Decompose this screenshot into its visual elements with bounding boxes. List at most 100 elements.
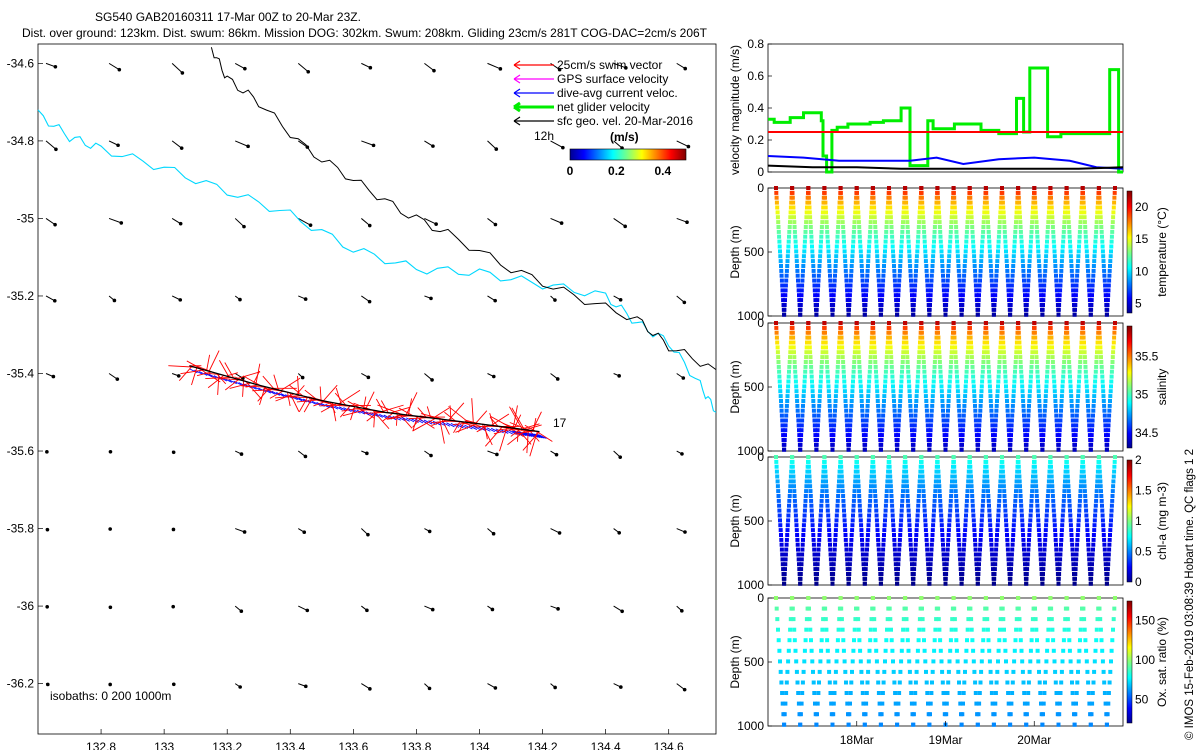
profile-point — [985, 350, 990, 355]
profile-point — [887, 606, 892, 611]
profile-point — [1020, 254, 1025, 259]
profile-point — [830, 307, 835, 312]
profile-point — [1049, 617, 1054, 622]
profile-point — [998, 617, 1003, 622]
profile-point — [1061, 364, 1066, 369]
profile-point — [903, 190, 908, 195]
profile-point — [833, 533, 838, 537]
profile-point — [971, 379, 976, 384]
profile-point — [1004, 254, 1009, 259]
profile-point — [998, 215, 1003, 220]
profile-point — [847, 572, 852, 576]
profile-point — [1035, 374, 1040, 379]
current-arrowhead — [45, 450, 49, 454]
swim-vector — [365, 391, 375, 409]
profile-point — [1000, 186, 1004, 190]
profile-point — [816, 283, 821, 288]
profile-point — [911, 307, 916, 312]
profile-point — [895, 438, 900, 442]
profile-point — [848, 278, 853, 283]
profile-point — [970, 498, 975, 503]
profile-point — [951, 455, 956, 459]
profile-point — [1073, 576, 1077, 581]
profile-point — [1025, 562, 1030, 567]
profile-point — [1088, 722, 1093, 727]
profile-point — [1039, 293, 1044, 298]
profile-point — [866, 518, 871, 523]
profile-point — [904, 469, 909, 474]
isobaths — [37, 47, 717, 413]
profile-point — [1108, 389, 1113, 394]
profile-point — [824, 225, 829, 229]
profile-point — [832, 547, 837, 552]
profile-point — [835, 638, 840, 643]
profile-point — [830, 722, 835, 727]
profile-point — [817, 680, 821, 685]
profile-point — [892, 399, 896, 403]
profile-point — [1098, 215, 1103, 220]
profile-point — [779, 408, 784, 413]
profile-point — [923, 249, 928, 254]
profile-point — [981, 364, 986, 369]
profile-point — [820, 484, 825, 489]
profile-point — [847, 428, 852, 433]
profile-point — [850, 528, 855, 533]
profile-point — [807, 479, 812, 484]
profile-point — [851, 379, 855, 384]
profile-point — [810, 394, 815, 399]
profile-point — [1041, 428, 1046, 433]
profile-point — [1068, 508, 1072, 513]
profile-point — [1024, 307, 1029, 312]
profile-point — [805, 205, 809, 210]
profile-point — [917, 350, 922, 355]
profile-point — [1085, 254, 1090, 259]
profile-point — [1082, 617, 1087, 622]
profile-colorbar — [1126, 459, 1133, 583]
profile-point — [801, 264, 806, 268]
profile-point — [980, 234, 985, 239]
profile-point — [868, 498, 873, 503]
profile-point — [997, 364, 1002, 369]
profile-point — [1034, 489, 1039, 494]
profile-point — [821, 474, 826, 479]
profile-point — [1009, 423, 1014, 428]
profile-point — [1070, 552, 1075, 557]
profile-point — [858, 384, 863, 389]
profile-point — [1021, 680, 1026, 685]
profile-point — [875, 528, 880, 533]
profile-point — [848, 547, 853, 552]
profile-point — [1106, 701, 1111, 706]
profile-point — [979, 518, 984, 523]
profile-point — [868, 364, 873, 369]
profile-point — [889, 494, 894, 498]
profile-point — [880, 701, 885, 706]
profile-y-tick-label: 500 — [744, 655, 764, 669]
legend-arrowhead — [513, 88, 521, 98]
profile-point — [947, 379, 952, 384]
profile-point — [1066, 220, 1071, 225]
profile-point — [846, 722, 851, 727]
profile-point — [1110, 638, 1115, 643]
current-arrowhead — [367, 223, 372, 228]
profile-point — [1020, 389, 1025, 394]
profile-point — [952, 474, 957, 479]
profile-point — [882, 669, 887, 674]
profile-point — [785, 259, 790, 264]
profile-point — [866, 384, 871, 389]
profile-point — [1044, 513, 1049, 518]
profile-point — [1111, 345, 1116, 350]
profile-point — [803, 494, 808, 498]
profile-point — [925, 423, 930, 428]
profile-point — [1047, 474, 1052, 479]
profile-point — [1034, 494, 1039, 498]
profile-point — [928, 423, 933, 428]
profile-point — [848, 283, 853, 288]
profile-point — [922, 364, 927, 369]
profile-point — [850, 523, 855, 528]
profile-point — [871, 190, 876, 195]
profile-point — [914, 259, 919, 264]
profile-point — [1027, 268, 1031, 273]
profile-point — [847, 567, 852, 572]
profile-point — [866, 669, 871, 674]
